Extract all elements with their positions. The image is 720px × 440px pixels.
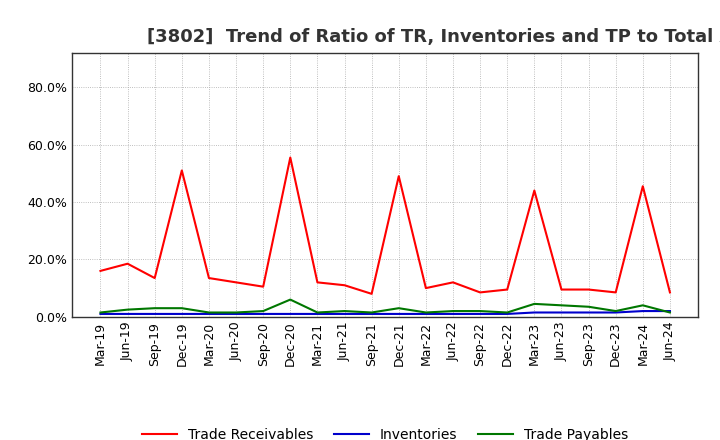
Trade Receivables	[449, 280, 457, 285]
Trade Payables	[449, 308, 457, 314]
Inventories	[123, 311, 132, 316]
Inventories	[150, 311, 159, 316]
Trade Receivables	[123, 261, 132, 266]
Trade Receivables	[665, 290, 674, 295]
Inventories	[503, 311, 511, 316]
Trade Payables	[557, 303, 566, 308]
Trade Receivables	[232, 280, 240, 285]
Trade Payables	[259, 308, 268, 314]
Trade Payables	[123, 307, 132, 312]
Inventories	[395, 311, 403, 316]
Trade Receivables	[503, 287, 511, 292]
Inventories	[665, 308, 674, 314]
Trade Receivables	[395, 173, 403, 179]
Inventories	[449, 311, 457, 316]
Inventories	[313, 311, 322, 316]
Trade Payables	[232, 310, 240, 315]
Line: Inventories: Inventories	[101, 311, 670, 314]
Trade Receivables	[557, 287, 566, 292]
Trade Payables	[395, 305, 403, 311]
Trade Payables	[476, 308, 485, 314]
Inventories	[557, 310, 566, 315]
Trade Receivables	[639, 183, 647, 189]
Trade Receivables	[611, 290, 620, 295]
Inventories	[611, 310, 620, 315]
Trade Receivables	[313, 280, 322, 285]
Inventories	[341, 311, 349, 316]
Trade Receivables	[178, 168, 186, 173]
Inventories	[286, 311, 294, 316]
Trade Payables	[421, 310, 430, 315]
Trade Payables	[503, 310, 511, 315]
Line: Trade Receivables: Trade Receivables	[101, 158, 670, 294]
Trade Receivables	[259, 284, 268, 290]
Trade Payables	[584, 304, 593, 309]
Trade Receivables	[96, 268, 105, 274]
Trade Payables	[639, 303, 647, 308]
Inventories	[584, 310, 593, 315]
Trade Payables	[204, 310, 213, 315]
Text: [3802]  Trend of Ratio of TR, Inventories and TP to Total Assets: [3802] Trend of Ratio of TR, Inventories…	[147, 28, 720, 46]
Inventories	[259, 311, 268, 316]
Inventories	[96, 311, 105, 316]
Trade Receivables	[421, 286, 430, 291]
Trade Receivables	[150, 275, 159, 281]
Line: Trade Payables: Trade Payables	[101, 300, 670, 312]
Trade Receivables	[584, 287, 593, 292]
Trade Receivables	[530, 188, 539, 193]
Trade Payables	[367, 310, 376, 315]
Inventories	[232, 311, 240, 316]
Trade Payables	[313, 310, 322, 315]
Inventories	[530, 310, 539, 315]
Inventories	[639, 308, 647, 314]
Inventories	[367, 311, 376, 316]
Inventories	[476, 311, 485, 316]
Trade Payables	[178, 305, 186, 311]
Inventories	[421, 311, 430, 316]
Trade Payables	[530, 301, 539, 307]
Legend: Trade Receivables, Inventories, Trade Payables: Trade Receivables, Inventories, Trade Pa…	[137, 422, 634, 440]
Inventories	[204, 311, 213, 316]
Trade Receivables	[476, 290, 485, 295]
Trade Payables	[286, 297, 294, 302]
Trade Receivables	[367, 291, 376, 297]
Trade Payables	[150, 305, 159, 311]
Trade Receivables	[286, 155, 294, 160]
Trade Payables	[665, 310, 674, 315]
Trade Receivables	[341, 282, 349, 288]
Trade Payables	[341, 308, 349, 314]
Trade Receivables	[204, 275, 213, 281]
Trade Payables	[96, 310, 105, 315]
Trade Payables	[611, 308, 620, 314]
Inventories	[178, 311, 186, 316]
